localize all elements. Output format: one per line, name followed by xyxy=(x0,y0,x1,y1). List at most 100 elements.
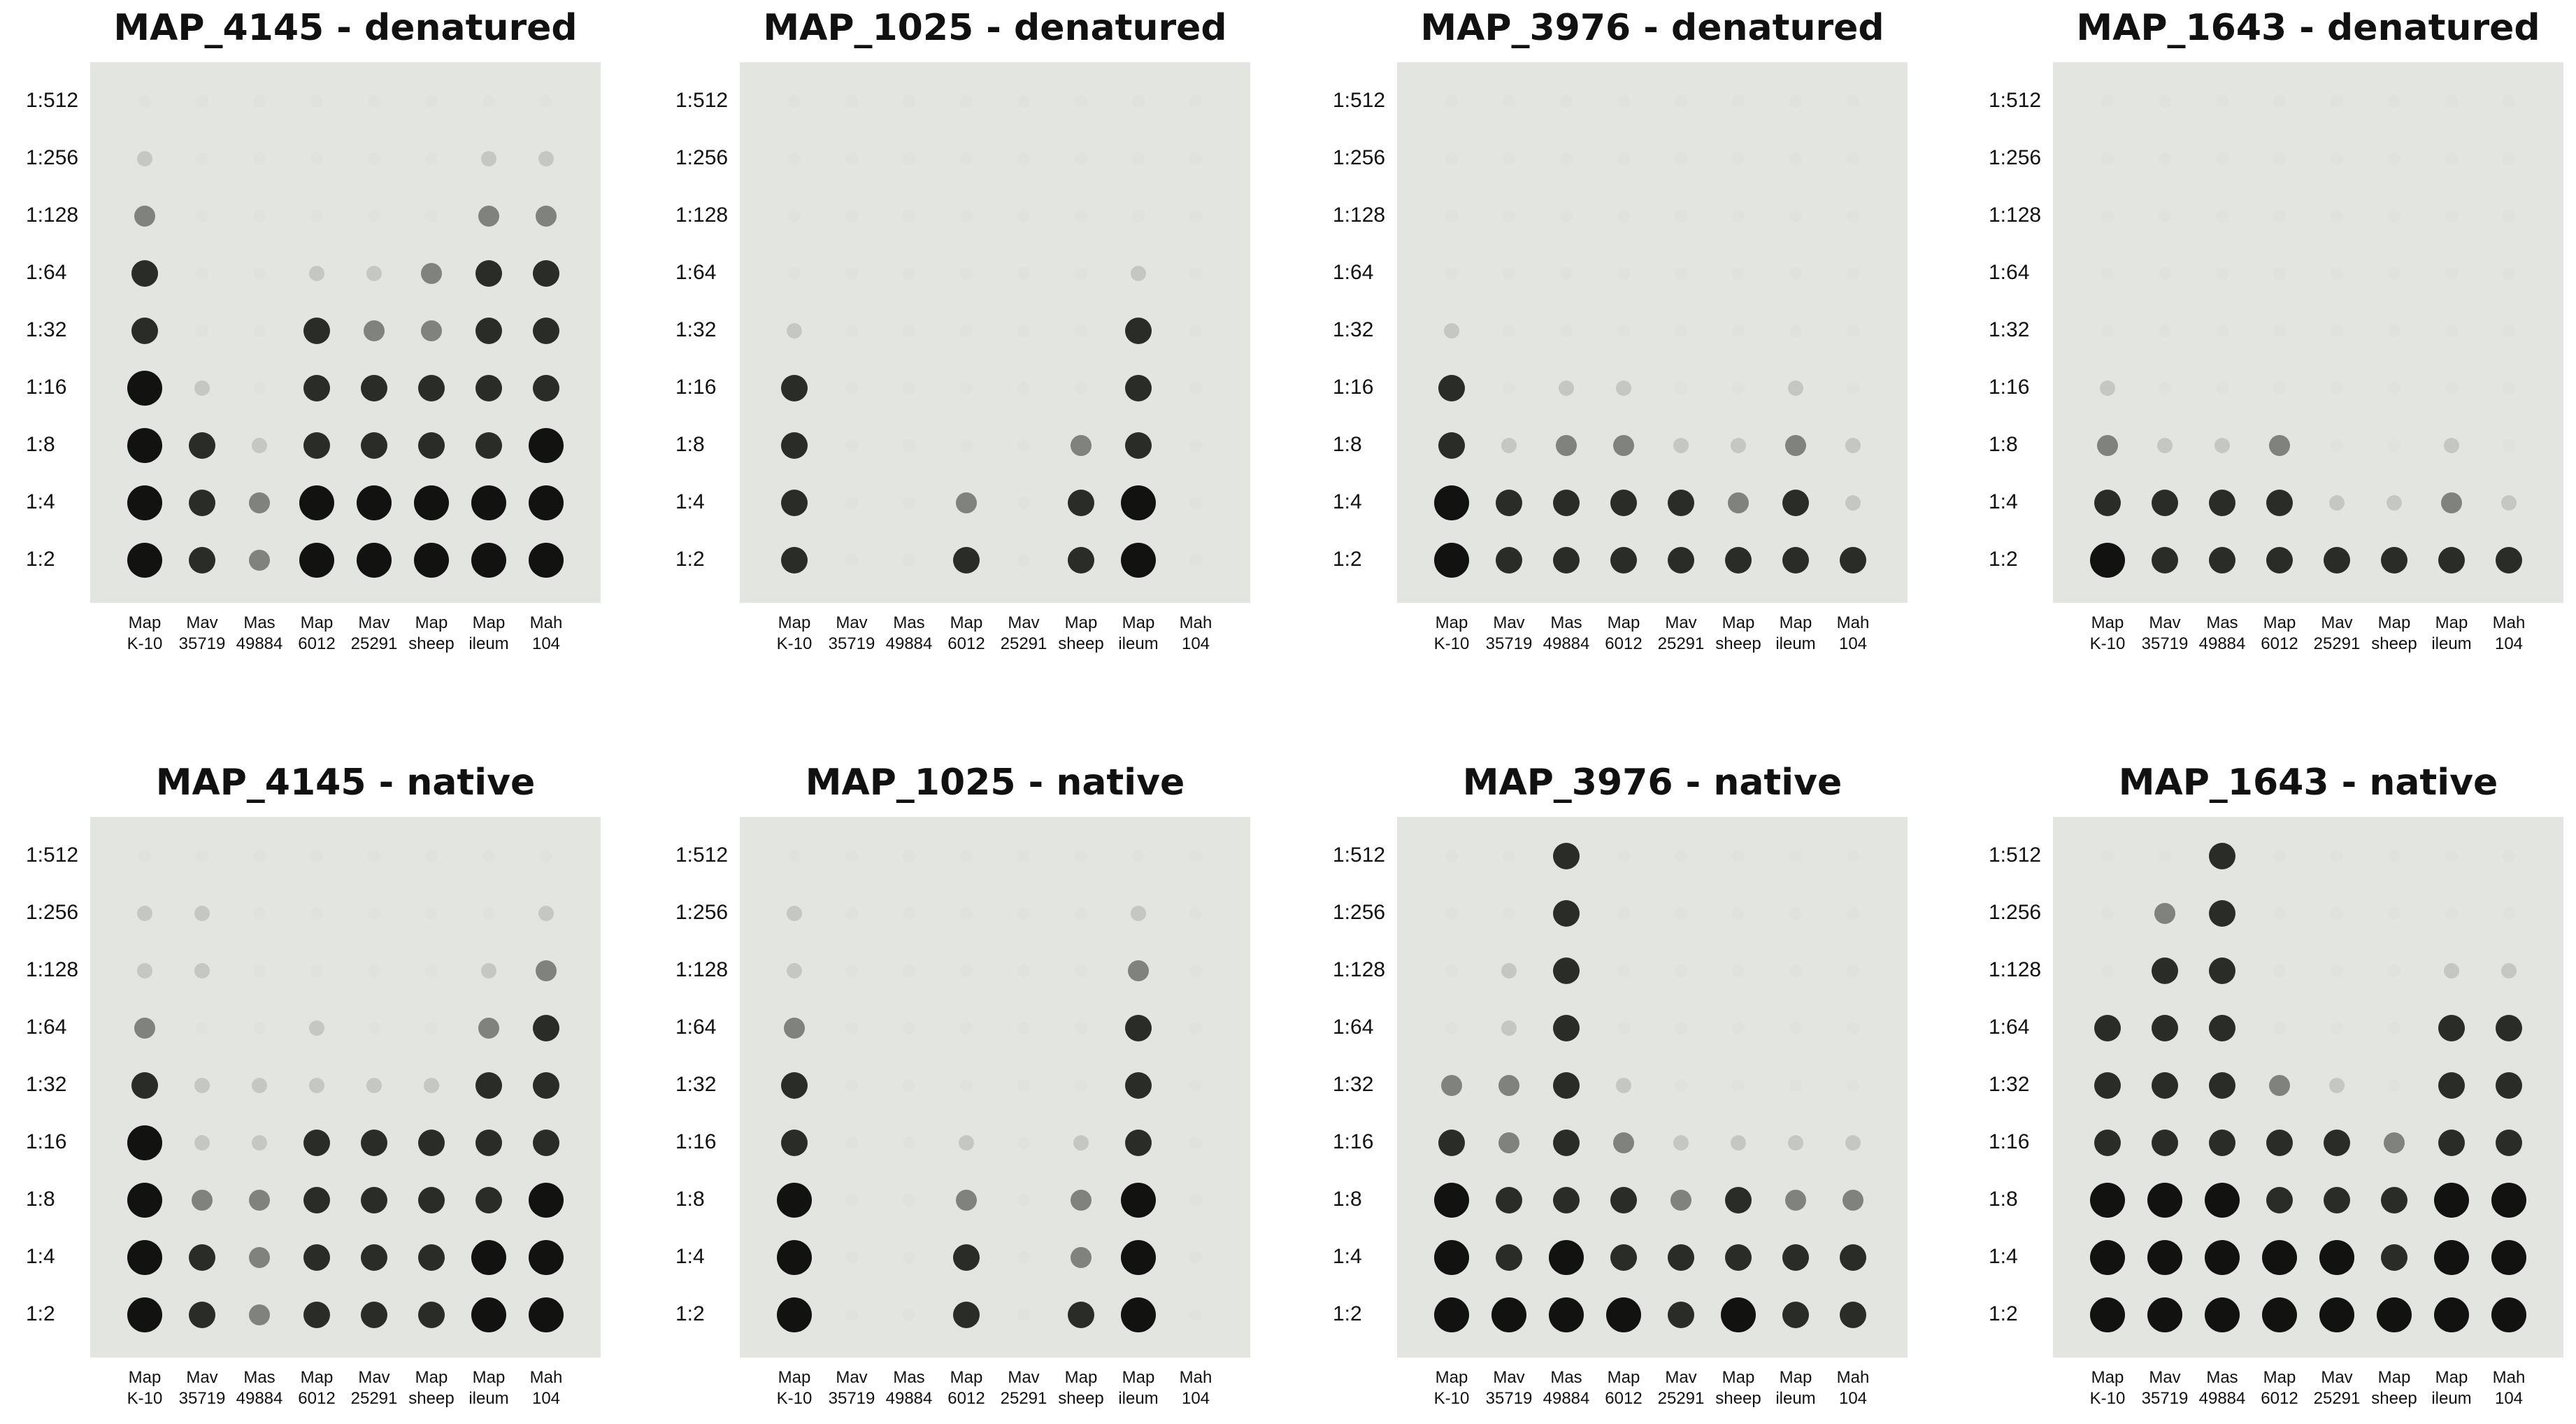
panel: MAP_4145 - denatured 1:512 1:256 1:128 1:64 1… xyxy=(26,7,601,653)
dilution-label: 1:16 xyxy=(26,1130,66,1153)
dot xyxy=(2273,267,2286,280)
dot xyxy=(368,907,380,920)
dot xyxy=(2159,210,2171,222)
dilution-label: 1:64 xyxy=(26,261,66,284)
dot xyxy=(1189,554,1202,567)
dot xyxy=(533,318,559,344)
dot xyxy=(1017,1022,1030,1034)
dot xyxy=(196,267,208,280)
strain-label: 25291 xyxy=(1658,1389,1705,1408)
dilution-label: 1:16 xyxy=(26,376,66,399)
dot xyxy=(2273,210,2286,222)
dilution-label: 1:16 xyxy=(675,376,716,399)
panel: MAP_1643 - native 1:512 1:256 1:128 1:64 1:32… xyxy=(1989,762,2563,1408)
dot xyxy=(2388,152,2400,165)
dot xyxy=(529,543,564,578)
dot xyxy=(1675,964,1687,977)
strain-label: Mav xyxy=(836,1368,867,1387)
dot xyxy=(2384,1132,2405,1153)
strain-label: Map xyxy=(2091,1368,2124,1387)
dot xyxy=(421,320,442,341)
dilution-label: 1:4 xyxy=(1333,1245,1362,1268)
dilution-label: 1:32 xyxy=(1989,1073,2029,1096)
panel-title: MAP_1025 - denatured xyxy=(763,7,1226,49)
dot xyxy=(2090,1240,2125,1275)
dot xyxy=(1438,1130,1465,1156)
dot xyxy=(2273,1022,2286,1034)
dot xyxy=(418,432,445,459)
strain-label: Map xyxy=(473,613,506,632)
dot xyxy=(1840,1244,1866,1271)
dot xyxy=(481,151,496,166)
dot xyxy=(2216,325,2228,337)
dot xyxy=(1847,964,1859,977)
dot xyxy=(471,543,506,578)
dot xyxy=(475,260,502,287)
dot xyxy=(414,485,449,520)
dot xyxy=(366,266,382,281)
strain-label: 104 xyxy=(2495,1389,2523,1408)
dot xyxy=(1847,1022,1859,1034)
dot xyxy=(903,497,915,509)
dot xyxy=(1444,323,1459,339)
dot xyxy=(1017,850,1030,862)
dot xyxy=(2273,907,2286,920)
dot xyxy=(2209,1130,2235,1156)
dot xyxy=(249,1247,270,1268)
dot xyxy=(1788,1135,1803,1151)
dot xyxy=(903,907,915,920)
dot xyxy=(1445,907,1458,920)
dot xyxy=(1125,1072,1152,1099)
dot xyxy=(1673,438,1689,453)
strain-label: Mas xyxy=(1550,1368,1582,1387)
strain-label: K-10 xyxy=(2090,634,2126,653)
dot xyxy=(1616,1078,1631,1093)
dot xyxy=(2159,267,2171,280)
dot xyxy=(478,206,499,227)
dilution-label: 1:2 xyxy=(26,548,55,571)
strain-label: sheep xyxy=(2371,634,2417,653)
dot xyxy=(1617,325,1630,337)
dot xyxy=(1132,210,1145,222)
dot xyxy=(1017,1194,1030,1206)
dot xyxy=(310,964,323,977)
dot xyxy=(956,492,977,513)
dot xyxy=(134,206,155,227)
dot xyxy=(368,95,380,108)
dot xyxy=(2262,1297,2297,1332)
dot xyxy=(425,1022,438,1034)
strain-label: Map xyxy=(129,1368,162,1387)
dot xyxy=(368,210,380,222)
dot xyxy=(194,1135,210,1151)
dot xyxy=(2152,547,2178,574)
dot xyxy=(2101,267,2114,280)
dot xyxy=(2438,1015,2465,1041)
dot xyxy=(533,260,559,287)
dot xyxy=(1496,1244,1522,1271)
dot xyxy=(2438,1072,2465,1099)
dot xyxy=(1501,1020,1517,1036)
dilution-label: 1:128 xyxy=(26,204,78,227)
dot xyxy=(777,1240,812,1275)
dot xyxy=(781,1130,808,1156)
dot xyxy=(2159,850,2171,862)
dilution-label: 1:128 xyxy=(1333,204,1385,227)
dot xyxy=(310,210,323,222)
dot xyxy=(2216,382,2228,394)
dot xyxy=(1073,1135,1089,1151)
dot xyxy=(1675,267,1687,280)
dot xyxy=(249,1190,270,1211)
panel-title: MAP_1643 - denatured xyxy=(2076,7,2540,49)
dot xyxy=(1498,1075,1519,1096)
dot xyxy=(138,850,151,862)
dot xyxy=(1075,210,1087,222)
strain-label: ileum xyxy=(2431,1389,2471,1408)
blot-membrane xyxy=(90,62,601,603)
dot xyxy=(131,1072,158,1099)
dot xyxy=(2444,963,2459,978)
dot xyxy=(482,850,495,862)
dot xyxy=(1496,547,1522,574)
dot xyxy=(1496,490,1522,516)
dot xyxy=(2273,964,2286,977)
dot xyxy=(1189,964,1202,977)
